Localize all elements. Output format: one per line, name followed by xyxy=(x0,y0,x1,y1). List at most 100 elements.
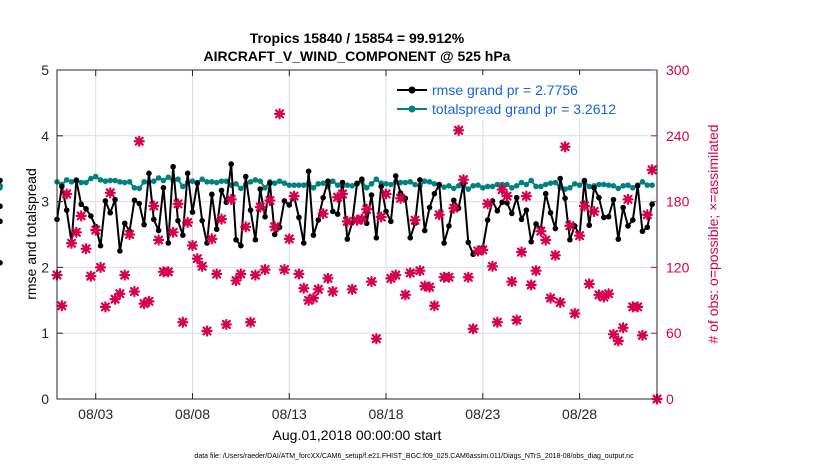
totalspread-series-point xyxy=(83,179,89,186)
obs-marker xyxy=(603,288,615,300)
obs-marker xyxy=(162,266,174,278)
obs-marker xyxy=(375,211,387,223)
obs-marker xyxy=(491,316,503,328)
totalspread-series-point xyxy=(189,178,196,184)
obs-marker xyxy=(520,190,532,202)
rmse-series-point xyxy=(102,198,109,204)
legend-rmse-label: rmse grand pr = 2.7756 xyxy=(432,82,578,98)
rmse-series-point xyxy=(528,238,534,245)
totalspread-series-point xyxy=(533,183,539,190)
totalspread-series-point xyxy=(291,182,297,188)
totalspread-series-point xyxy=(421,178,428,184)
rmse-series-point xyxy=(218,187,225,194)
obs-marker xyxy=(114,288,126,300)
rmse-series-point xyxy=(625,223,631,229)
rmse-series-point xyxy=(634,183,641,189)
rmse-series-point xyxy=(0,218,3,225)
y2-tick-label: 240 xyxy=(666,128,690,144)
totalspread-series-point xyxy=(649,182,655,188)
rmse-series-point xyxy=(431,190,438,197)
x-axis-label: Aug.01,2018 00:00:00 start xyxy=(273,427,442,443)
footer-data-file: data file: /Users/raeder/DAI/ATM_forcXX/… xyxy=(194,453,634,460)
obs-marker xyxy=(390,269,402,281)
totalspread-series-point xyxy=(88,175,94,182)
rmse-series-point xyxy=(88,213,94,219)
obs-marker xyxy=(419,280,431,292)
obs-marker xyxy=(273,108,286,120)
y2-tick-label: 180 xyxy=(666,194,690,210)
rmse-series-point xyxy=(499,199,505,206)
totalspread-series-point xyxy=(509,184,515,191)
rmse-series-point xyxy=(446,223,452,229)
obs-marker xyxy=(346,283,358,295)
rmse-series-point xyxy=(194,180,201,186)
rmse-series-point xyxy=(417,177,423,183)
obs-marker xyxy=(99,301,111,313)
rmse-series-point xyxy=(97,242,104,249)
obs-marker xyxy=(414,265,426,277)
rmse-series-point xyxy=(639,228,646,235)
totalspread-series-point xyxy=(465,186,472,192)
totalspread-series-point xyxy=(513,183,520,189)
obs-marker xyxy=(327,285,339,298)
totalspread-series-point xyxy=(542,181,549,188)
rmse-series-point xyxy=(513,194,520,201)
y-axis-label: rmse and totalspread xyxy=(23,168,39,300)
chart-title: Tropics 15840 / 15854 = 99.912% xyxy=(250,30,465,46)
rmse-series-point xyxy=(388,218,394,225)
totalspread-series-point xyxy=(407,179,414,185)
totalspread-series-point xyxy=(552,179,559,186)
obs-marker xyxy=(249,269,261,281)
rmse-series-point xyxy=(73,177,80,184)
totalspread-series-point xyxy=(63,177,70,183)
obs-marker xyxy=(303,294,315,306)
obs-marker xyxy=(453,124,465,136)
obs-marker xyxy=(206,233,218,245)
rmse-series-point xyxy=(644,224,651,231)
obs-marker xyxy=(225,193,237,206)
totalspread-series-point xyxy=(296,182,302,188)
totalspread-series-point xyxy=(475,182,481,188)
totalspread-series-point xyxy=(470,183,476,189)
rmse-series-point xyxy=(146,170,152,177)
obs-marker xyxy=(293,268,305,280)
totalspread-series-point xyxy=(489,183,496,190)
x-tick-label: 08/13 xyxy=(272,406,307,422)
y2-tick-label: 300 xyxy=(666,62,690,78)
rmse-series-point xyxy=(112,196,118,203)
x-tick-label: 08/23 xyxy=(465,406,500,422)
rmse-series-point xyxy=(610,196,617,203)
rmse-series-point xyxy=(107,209,114,216)
obs-marker xyxy=(511,314,523,326)
totalspread-series-point xyxy=(630,184,636,191)
totalspread-series-point xyxy=(126,179,133,185)
obs-marker xyxy=(632,301,644,313)
rmse-series-point xyxy=(586,222,593,229)
totalspread-series-point xyxy=(117,179,123,185)
series-layer xyxy=(0,161,655,266)
obs-marker xyxy=(148,200,160,212)
rmse-series-point xyxy=(509,210,515,217)
totalspread-series-point xyxy=(247,179,254,185)
totalspread-series-point xyxy=(518,179,525,186)
obs-marker xyxy=(220,318,232,331)
obs-marker xyxy=(467,323,479,335)
obs-marker xyxy=(535,225,547,237)
rmse-series-line xyxy=(56,163,654,256)
rmse-series-point xyxy=(494,208,501,214)
totalspread-series-point xyxy=(262,184,268,191)
obs-marker xyxy=(583,278,595,290)
rmse-series-point xyxy=(310,232,317,238)
totalspread-series-point xyxy=(480,184,486,191)
rmse-series-point xyxy=(421,227,428,234)
totalspread-series-point xyxy=(615,185,622,192)
totalspread-series-point xyxy=(455,183,462,189)
totalspread-series-point xyxy=(97,177,104,183)
rmse-series-point xyxy=(649,201,655,208)
totalspread-series-point xyxy=(368,181,375,187)
totalspread-series-point xyxy=(175,176,181,183)
totalspread-series-point xyxy=(320,180,326,186)
obs-marker xyxy=(457,174,470,186)
obs-marker xyxy=(109,293,121,305)
obs-marker xyxy=(201,325,213,337)
